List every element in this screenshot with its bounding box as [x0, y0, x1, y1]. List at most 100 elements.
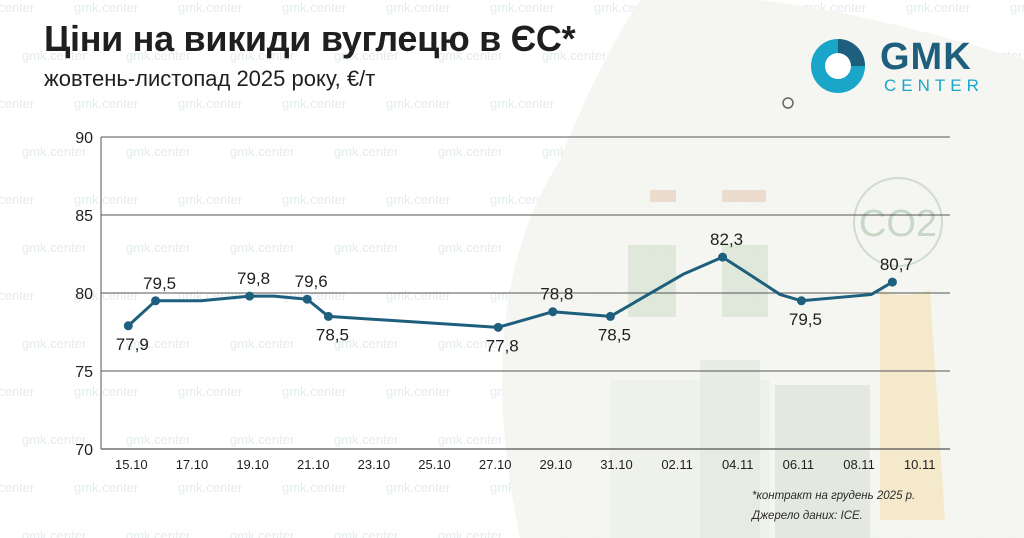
y-tick-label: 80 [75, 286, 93, 303]
watermark-text: gmk.center [22, 240, 87, 255]
watermark-text: gmk.center [542, 48, 607, 63]
watermark-text: gmk.center [0, 288, 35, 303]
watermark-text: gmk.center [178, 0, 243, 15]
data-label: 78,8 [540, 285, 573, 304]
watermark-text: gmk.center [490, 96, 555, 111]
data-label: 79,8 [237, 269, 270, 288]
x-tick-label: 15.10 [115, 457, 148, 472]
watermark-text: gmk.center [74, 96, 139, 111]
data-label: 79,5 [143, 274, 176, 293]
y-tick-label: 85 [75, 208, 93, 225]
watermark-text: gmk.center [22, 144, 87, 159]
watermark-text: gmk.center [438, 48, 503, 63]
data-label: 78,5 [316, 325, 349, 344]
page-subtitle: жовтень-листопад 2025 року, €/т [44, 66, 376, 91]
logo-text-sub: CENTER [884, 76, 984, 95]
data-point [302, 294, 312, 304]
watermark-text: gmk.center [178, 96, 243, 111]
x-tick-label: 29.10 [540, 457, 573, 472]
watermark-text: gmk.center [906, 0, 971, 15]
watermark-text: gmk.center [126, 48, 191, 63]
watermark-text: gmk.center [74, 288, 139, 303]
watermark-text: gmk.center [74, 0, 139, 15]
y-tick-label: 90 [75, 130, 93, 147]
watermark-text: gmk.center [22, 432, 87, 447]
watermark-text: gmk.center [438, 144, 503, 159]
watermark-text: gmk.center [438, 240, 503, 255]
x-tick-label: 06.11 [783, 457, 815, 472]
price-series [123, 252, 897, 332]
watermark-text: gmk.center [230, 144, 295, 159]
watermark-text: gmk.center [126, 240, 191, 255]
watermark-text: gmk.center [74, 480, 139, 495]
watermark-text: gmk.center [126, 144, 191, 159]
watermark-text: gmk.center [386, 96, 451, 111]
data-label: 77,8 [486, 336, 519, 355]
data-label: 77,9 [116, 335, 149, 354]
watermark-text: gmk.center [230, 48, 295, 63]
x-tick-label: 21.10 [297, 457, 330, 472]
watermark-text: gmk.center [282, 192, 347, 207]
x-tick-label: 23.10 [358, 457, 391, 472]
watermark-text: gmk.center [22, 528, 87, 538]
watermark-text: gmk.center [386, 384, 451, 399]
data-point [323, 311, 333, 321]
gmk-center-logo: GMK CENTER [808, 36, 998, 96]
watermark-text: gmk.center [282, 384, 347, 399]
watermark-text: gmk.center [334, 240, 399, 255]
watermark-text: gmk.center [334, 144, 399, 159]
watermark-text: gmk.center [0, 192, 35, 207]
x-tick-label: 08.11 [843, 457, 875, 472]
x-axis-ticks: 15.10 17.10 19.10 21.10 23.10 25.10 27.10 29.10… [115, 457, 935, 472]
data-point [493, 322, 503, 332]
x-tick-label: 25.10 [418, 457, 451, 472]
x-tick-label: 31.10 [600, 457, 633, 472]
y-axis-ticks: 70 75 80 85 90 [75, 130, 93, 459]
data-label: 78,5 [598, 325, 631, 344]
watermark-text: gmk.center [22, 48, 87, 63]
watermark-text: gmk.center [386, 192, 451, 207]
data-point [123, 321, 133, 331]
data-labels: 77,9 79,5 79,8 79,6 78,5 77,8 78,8 78,5 82,3 79,5… [116, 230, 913, 355]
data-point [796, 296, 806, 306]
watermark-text: gmk.center [230, 240, 295, 255]
watermark-text: gmk.center [334, 528, 399, 538]
watermark-text: gmk.center [74, 384, 139, 399]
x-tick-label: 04.11 [722, 457, 754, 472]
footnote-contract: *контракт на грудень 2025 р. [752, 490, 916, 502]
watermark-text: gmk.center [438, 336, 503, 351]
watermark-text: gmk.center [230, 432, 295, 447]
logo-mark-icon [811, 39, 865, 93]
data-label: 79,6 [295, 272, 328, 291]
watermark-text: gmk.center [0, 96, 35, 111]
watermark-text: gmk.center [0, 0, 35, 15]
x-tick-label: 17.10 [176, 457, 209, 472]
x-tick-label: 19.10 [236, 457, 269, 472]
watermark-text: gmk.center [282, 96, 347, 111]
data-point [718, 252, 728, 262]
watermark-text: gmk.center [334, 48, 399, 63]
watermark-text: gmk.center [334, 432, 399, 447]
page-title: Ціни на викиди вуглецю в ЄС* [44, 18, 576, 59]
x-tick-label: 02.11 [661, 457, 693, 472]
data-point [245, 291, 255, 301]
watermark-text: gmk.center [1010, 0, 1024, 15]
watermark-text: gmk.center [490, 0, 555, 15]
watermark-text: gmk.center [386, 0, 451, 15]
watermark-text: gmk.center [22, 336, 87, 351]
watermark-text: gmk.center [386, 288, 451, 303]
watermark-text: gmk.center [230, 336, 295, 351]
data-label: 82,3 [710, 230, 743, 249]
series-line [126, 255, 894, 329]
footnote: *контракт на грудень 2025 р. Джерело дан… [752, 486, 915, 526]
watermark-text: gmk.center [230, 528, 295, 538]
x-tick-label: 10.11 [904, 457, 936, 472]
data-point [151, 296, 161, 306]
watermark-text: gmk.center [178, 480, 243, 495]
watermark-text: gmk.center [74, 192, 139, 207]
watermark-text: gmk.center [438, 432, 503, 447]
watermark-text: gmk.center [126, 432, 191, 447]
y-tick-label: 70 [75, 442, 93, 459]
